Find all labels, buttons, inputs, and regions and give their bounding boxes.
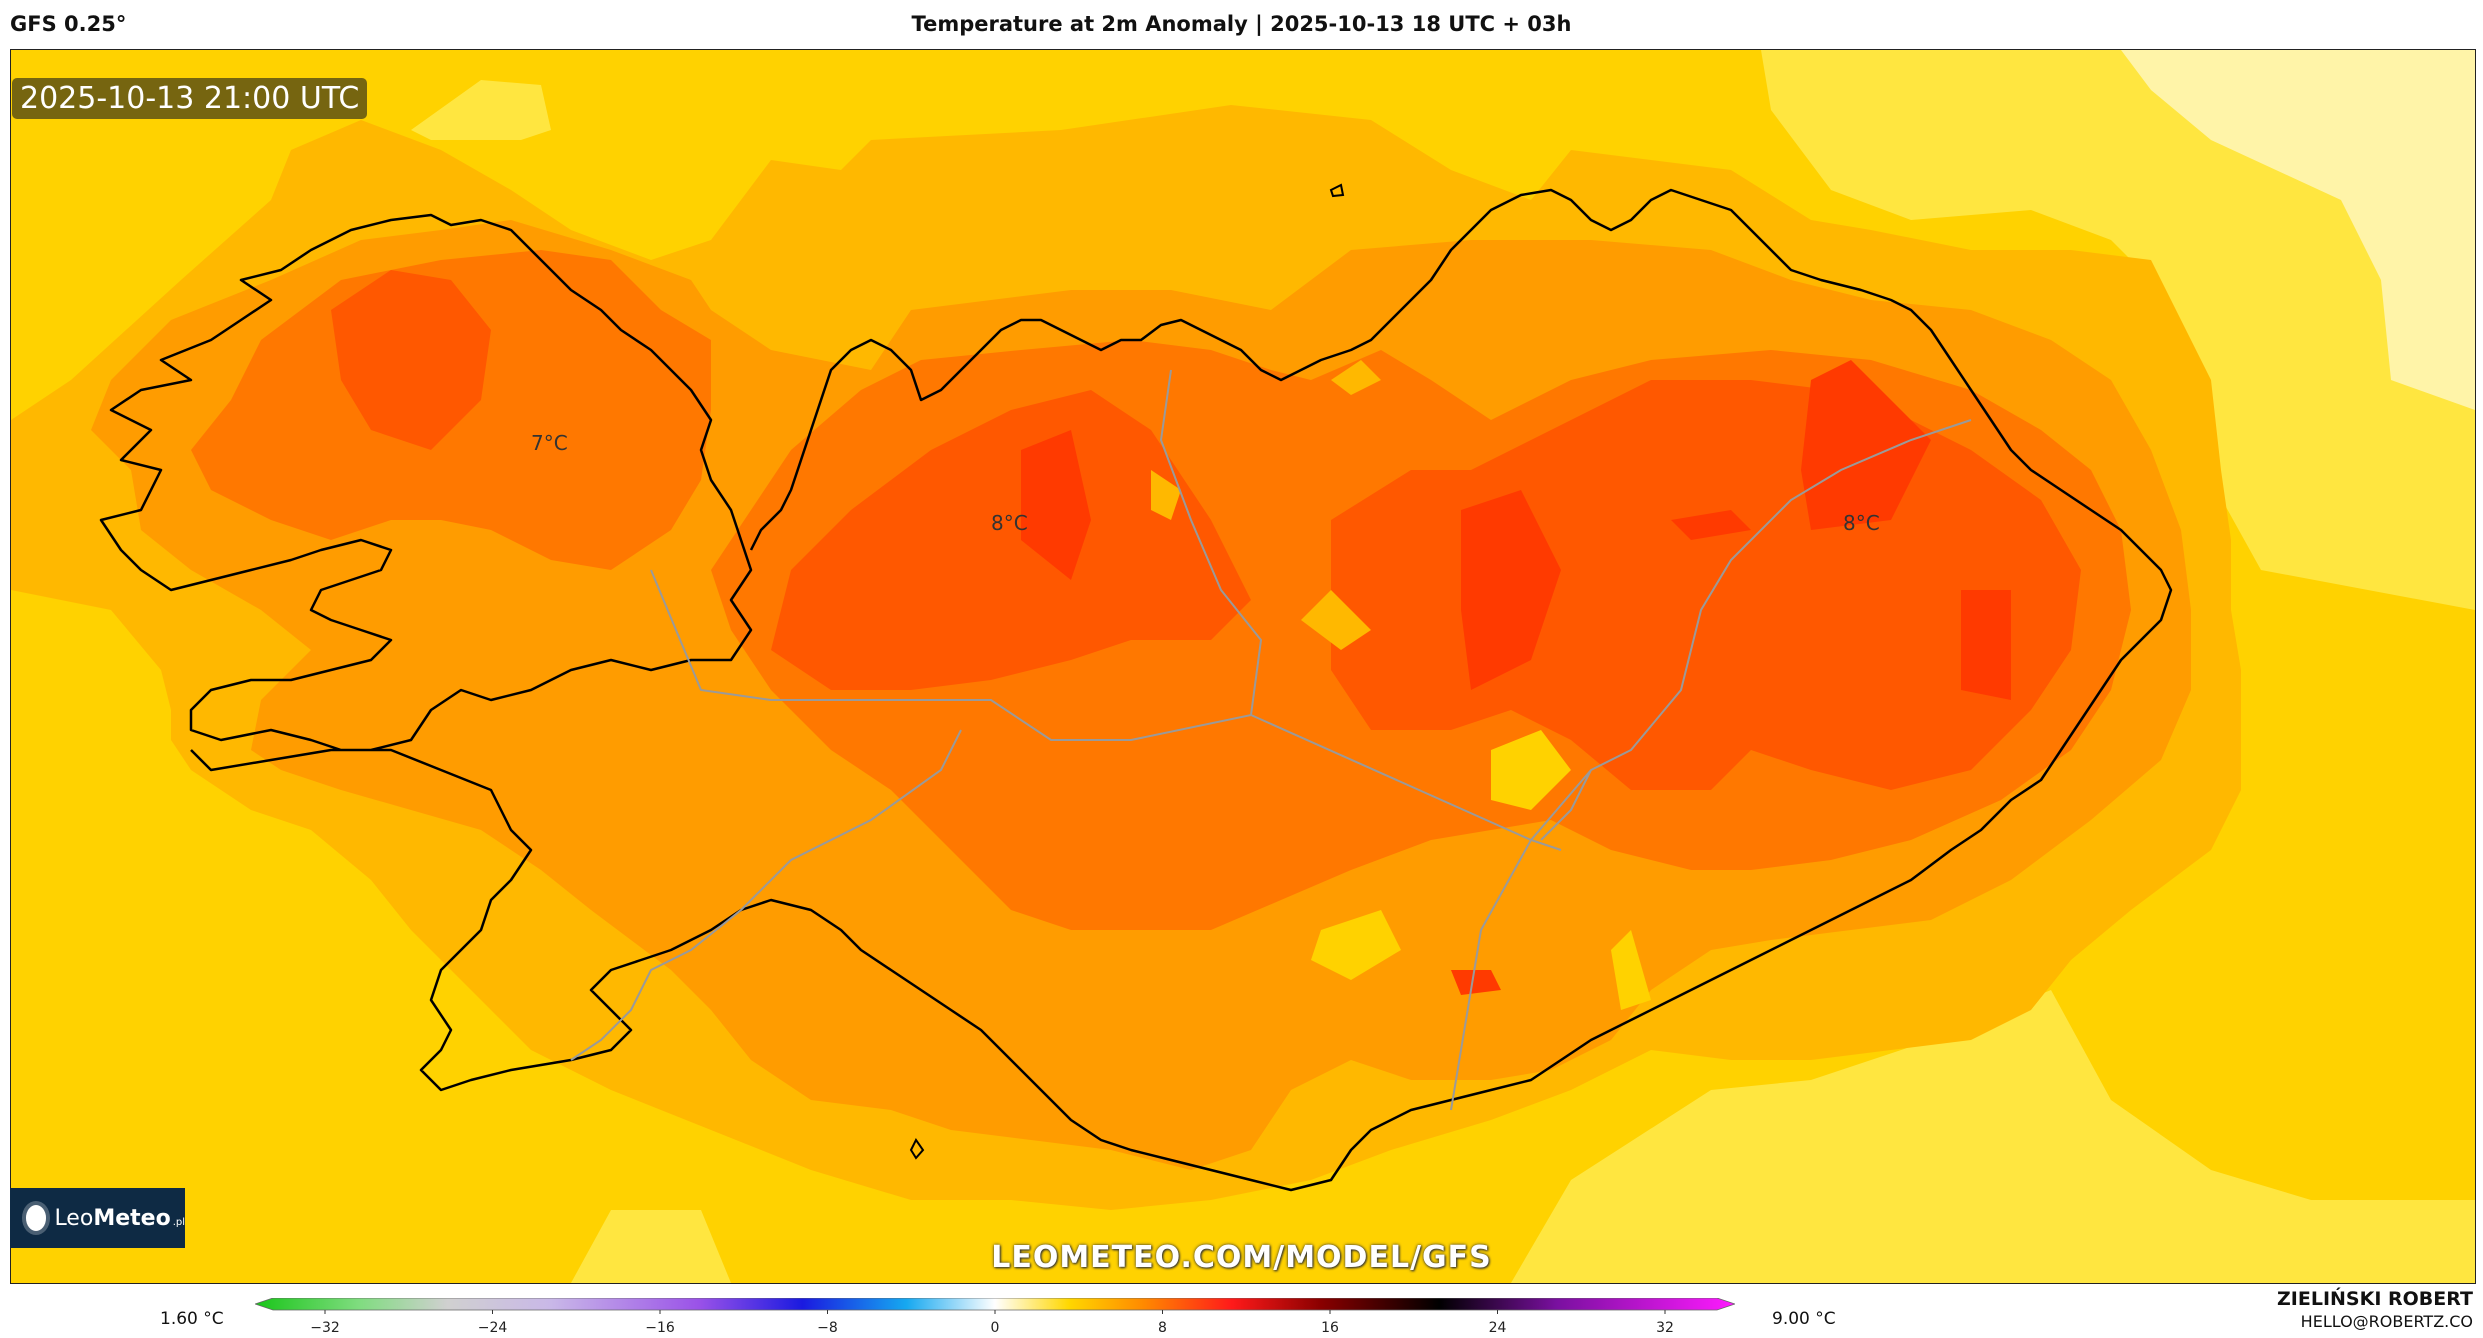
- colorbar-tick-label: −32: [310, 1320, 340, 1336]
- field-pale-sw: [571, 1210, 731, 1283]
- colorbar-tick-label: 32: [1656, 1320, 1674, 1336]
- author-email[interactable]: HELLO@ROBERTZ.CO: [2300, 1312, 2473, 1331]
- map-label-central: 8°C: [991, 511, 1028, 535]
- model-name: GFS 0.25°: [10, 12, 127, 36]
- field-level8: [1021, 360, 2011, 995]
- colorbar-tick-label: 0: [991, 1320, 1000, 1336]
- author-name: ZIELIŃSKI ROBERT: [2277, 1288, 2473, 1310]
- watermark-url: LEOMETEO.COM/MODEL/GFS: [991, 1240, 1492, 1275]
- colorbar-tick-label: 8: [1158, 1320, 1167, 1336]
- field-hole-2: [1151, 360, 1381, 650]
- colorbar-tick-label: −16: [645, 1320, 675, 1336]
- chart-title: Temperature at 2m Anomaly | 2025-10-13 1…: [911, 12, 1572, 36]
- field-level7: [331, 270, 2081, 790]
- colorbar-tick-label: −24: [478, 1320, 508, 1336]
- colorbar-ticks: −32 −24 −16 −8 0 8 16 24 32: [310, 1310, 1674, 1336]
- colorbar-min-label: 1.60 °C: [160, 1309, 224, 1329]
- field-pale-ne: [1761, 50, 2475, 610]
- map-canvas: 7°C 8°C 8°C: [11, 50, 2475, 1283]
- logo-text: LeoMeteo: [54, 1205, 171, 1231]
- colorbar-tick-label: 16: [1321, 1320, 1339, 1336]
- colorbar: −32 −24 −16 −8 0 8 16 24 32: [255, 1298, 1735, 1336]
- leometeo-logo[interactable]: LeoMeteo .pl: [10, 1188, 185, 1248]
- sun-icon: [26, 1205, 47, 1231]
- colorbar-gradient: [255, 1298, 1735, 1311]
- valid-time-badge: 2025-10-13 21:00 UTC: [12, 78, 368, 119]
- field-pale-s: [1511, 990, 2475, 1283]
- map-label-east: 8°C: [1843, 511, 1880, 535]
- field-pale-nw: [411, 80, 551, 140]
- logo-suffix: .pl: [172, 1216, 185, 1228]
- iceland-coastline: [99, 188, 2173, 1192]
- colorbar-tick-label: −8: [817, 1320, 838, 1336]
- map-label-west: 7°C: [531, 431, 568, 455]
- colorbar-max-label: 9.00 °C: [1772, 1309, 1836, 1329]
- region-borders: [570, 369, 1972, 1111]
- colorbar-tick-label: 24: [1489, 1320, 1507, 1336]
- author-credit: ZIELIŃSKI ROBERT HELLO@ROBERTZ.CO: [2277, 1288, 2473, 1331]
- small-island: [909, 183, 1345, 1160]
- temperature-anomaly-map[interactable]: 7°C 8°C 8°C: [10, 49, 2476, 1284]
- field-hole-1: [1311, 730, 1651, 1010]
- field-palest-ne: [2121, 50, 2475, 410]
